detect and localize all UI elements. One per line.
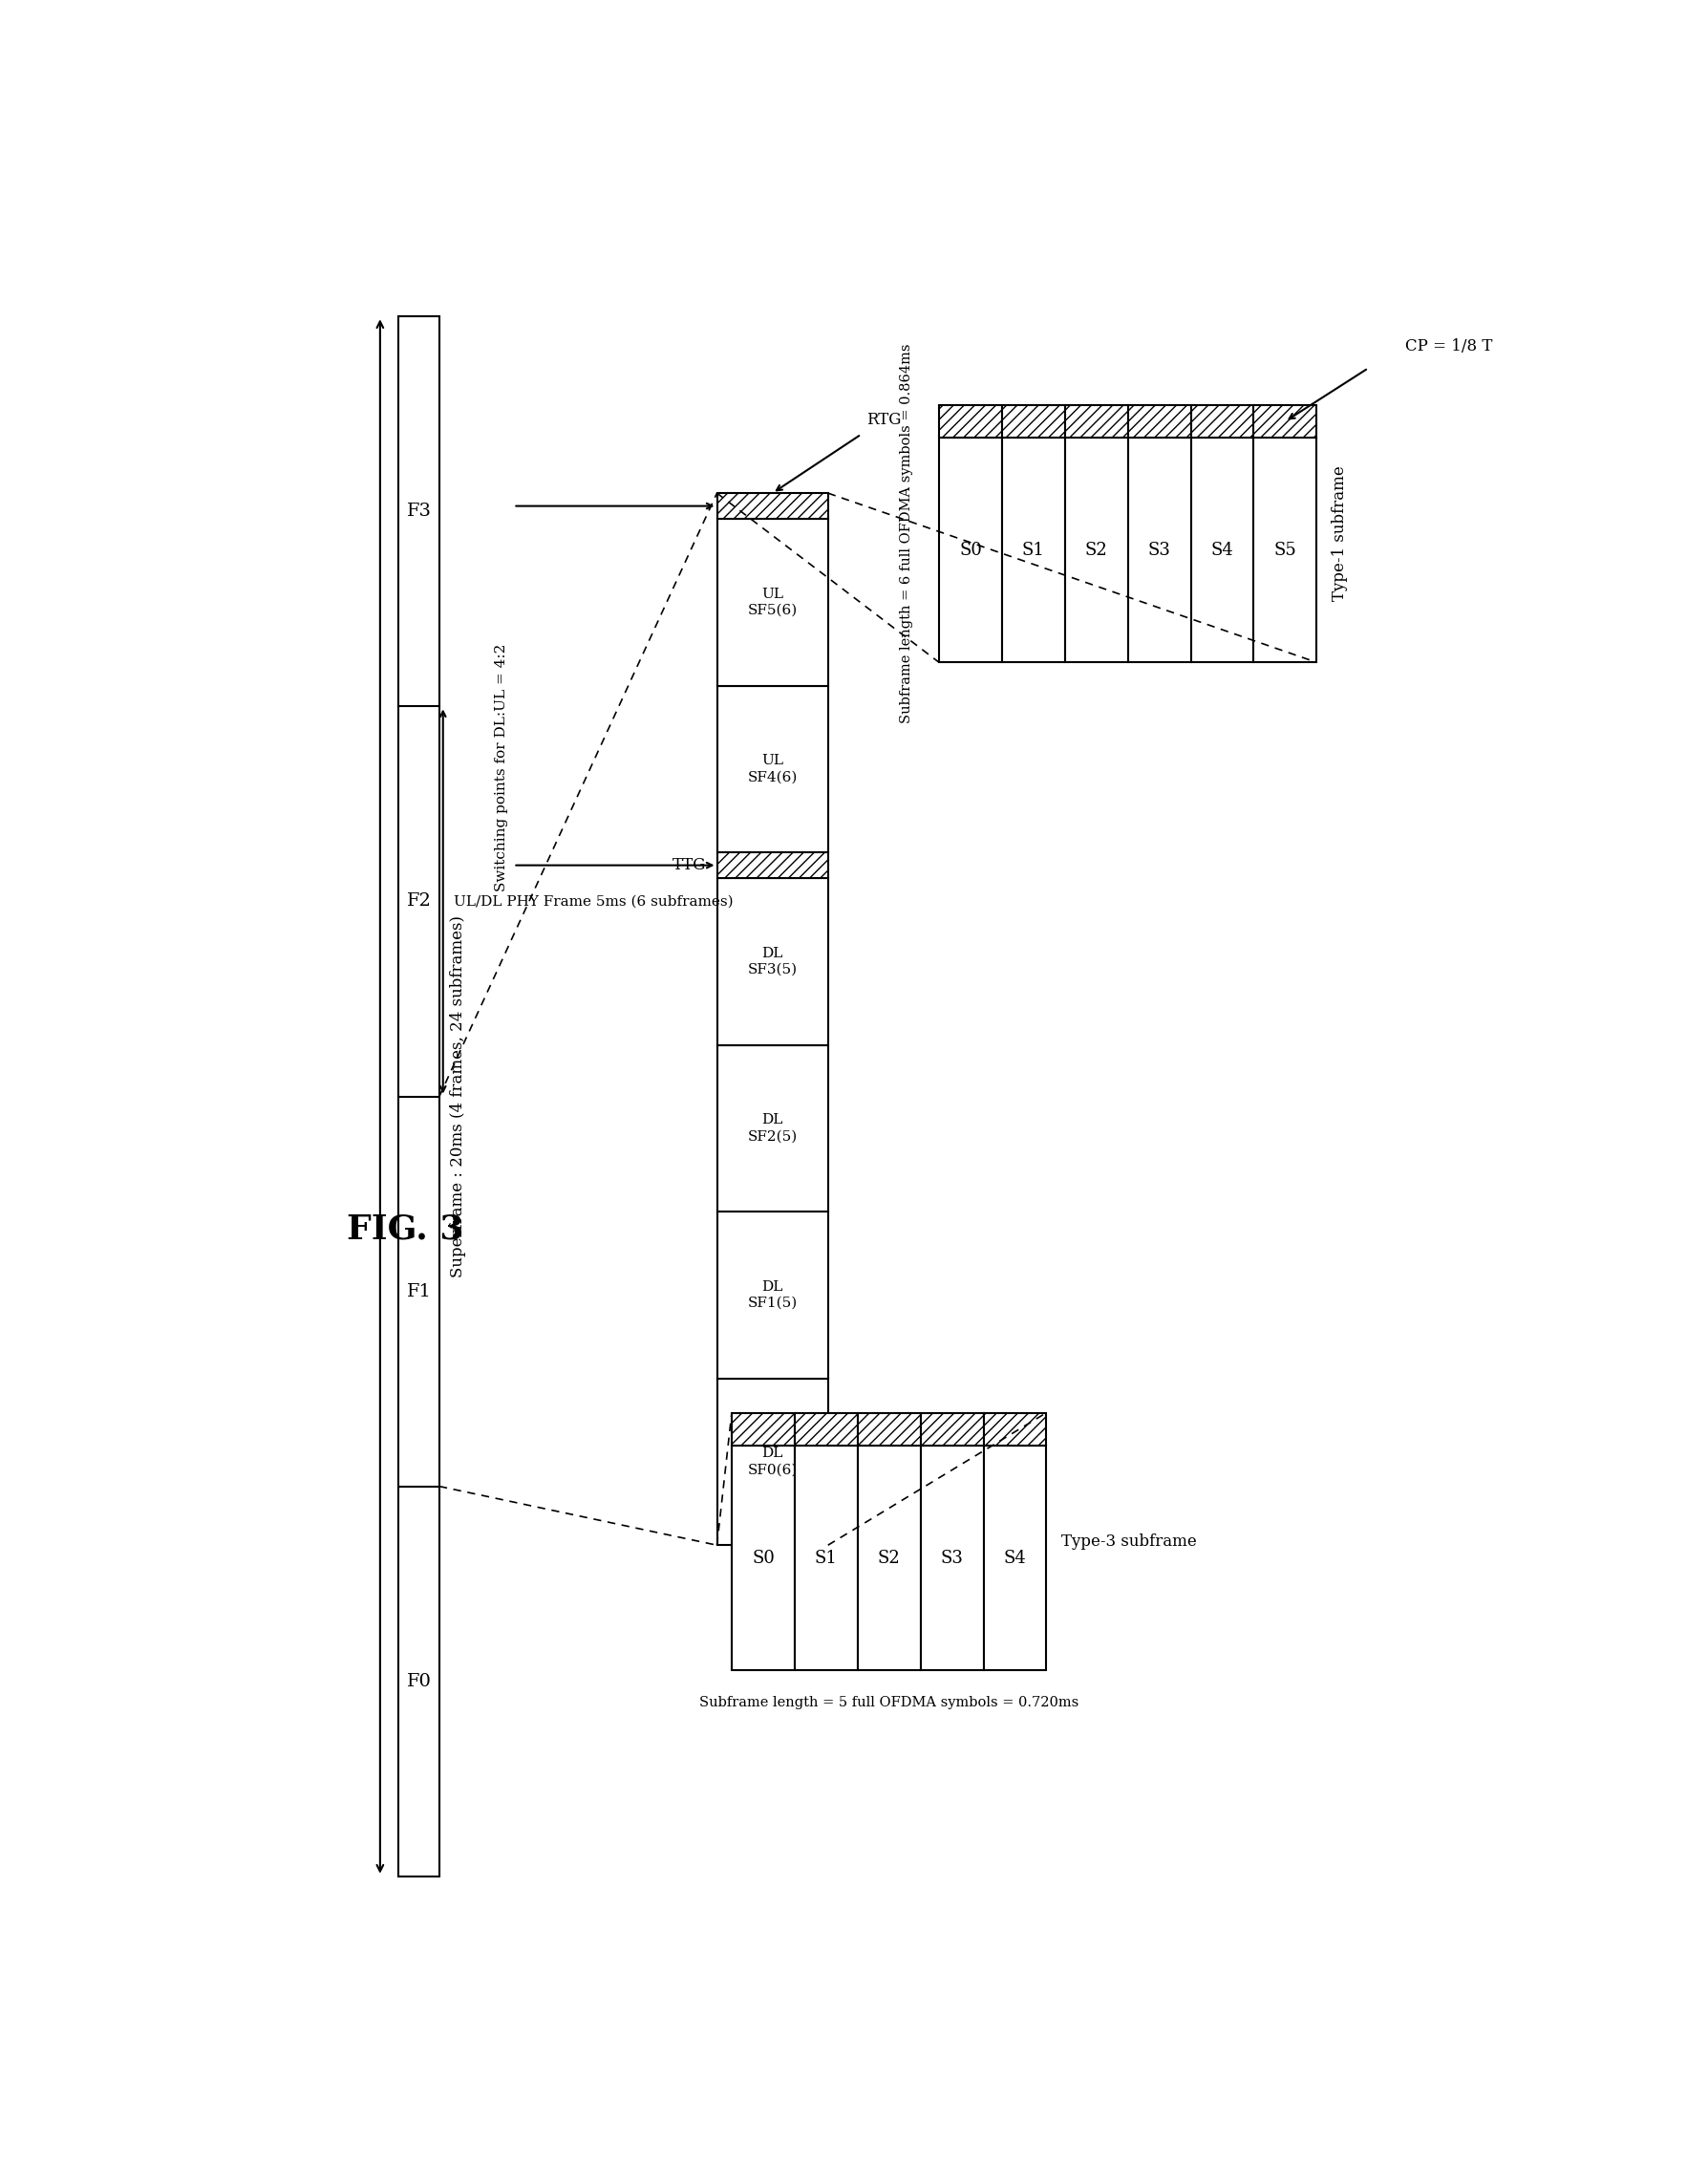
Bar: [1127, 438, 1190, 663]
Bar: [717, 494, 828, 520]
Text: UL
SF5(6): UL SF5(6): [748, 587, 798, 617]
Text: TTG: TTG: [671, 858, 705, 873]
Text: DL
SF2(5): DL SF2(5): [748, 1113, 798, 1144]
Text: S3: S3: [941, 1549, 963, 1566]
Text: FIG. 3: FIG. 3: [347, 1213, 465, 1245]
Text: RTG: RTG: [866, 412, 900, 427]
Text: Switching points for DL:UL = 4:2: Switching points for DL:UL = 4:2: [495, 643, 509, 892]
Bar: [1190, 438, 1254, 663]
Text: F2: F2: [407, 892, 432, 910]
Bar: [939, 405, 1003, 438]
Bar: [1064, 405, 1127, 438]
Bar: [984, 1447, 1047, 1670]
Bar: [921, 1412, 984, 1447]
Bar: [857, 1447, 921, 1670]
Bar: [1064, 438, 1127, 663]
Bar: [1003, 405, 1064, 438]
Text: F0: F0: [407, 1672, 432, 1689]
Bar: [398, 316, 439, 1876]
Bar: [731, 1447, 794, 1670]
Text: Subframe length = 5 full OFDMA symbols = 0.720ms: Subframe length = 5 full OFDMA symbols =…: [699, 1696, 1079, 1709]
Bar: [794, 1447, 857, 1670]
Bar: [717, 1044, 828, 1211]
Text: UL/DL PHY Frame 5ms (6 subframes): UL/DL PHY Frame 5ms (6 subframes): [454, 895, 734, 908]
Text: UL
SF4(6): UL SF4(6): [748, 754, 798, 784]
Bar: [1190, 405, 1254, 438]
Bar: [717, 520, 828, 687]
Bar: [731, 1412, 794, 1447]
Bar: [984, 1412, 1047, 1447]
Text: S1: S1: [815, 1549, 837, 1566]
Bar: [794, 1412, 857, 1447]
Bar: [1003, 438, 1064, 663]
Bar: [857, 1412, 921, 1447]
Bar: [717, 1378, 828, 1544]
Text: S4: S4: [1211, 542, 1233, 559]
Text: S2: S2: [1085, 542, 1108, 559]
Text: S2: S2: [878, 1549, 900, 1566]
Bar: [1127, 405, 1190, 438]
Bar: [939, 438, 1003, 663]
Text: CP = 1/8 T: CP = 1/8 T: [1406, 338, 1493, 353]
Bar: [921, 1447, 984, 1670]
Text: S5: S5: [1274, 542, 1296, 559]
Bar: [717, 687, 828, 853]
Text: S0: S0: [960, 542, 982, 559]
Text: F3: F3: [407, 503, 432, 520]
Bar: [1254, 438, 1317, 663]
Text: DL
SF0(6): DL SF0(6): [748, 1447, 798, 1477]
Bar: [717, 877, 828, 1044]
Text: S4: S4: [1004, 1549, 1027, 1566]
Bar: [717, 853, 828, 877]
Text: Type-3 subframe: Type-3 subframe: [1061, 1534, 1197, 1549]
Text: Subframe length = 6 full OFDMA symbols = 0.864ms: Subframe length = 6 full OFDMA symbols =…: [900, 344, 914, 723]
Text: DL
SF3(5): DL SF3(5): [748, 947, 798, 977]
Text: F1: F1: [407, 1282, 432, 1300]
Text: S1: S1: [1021, 542, 1045, 559]
Bar: [1254, 405, 1317, 438]
Bar: [717, 1211, 828, 1378]
Text: S3: S3: [1148, 542, 1170, 559]
Text: Superframe : 20ms (4 frames, 24 subframes): Superframe : 20ms (4 frames, 24 subframe…: [451, 916, 466, 1278]
Text: DL
SF1(5): DL SF1(5): [748, 1280, 798, 1310]
Text: S0: S0: [752, 1549, 775, 1566]
Text: Type-1 subframe: Type-1 subframe: [1332, 466, 1348, 602]
